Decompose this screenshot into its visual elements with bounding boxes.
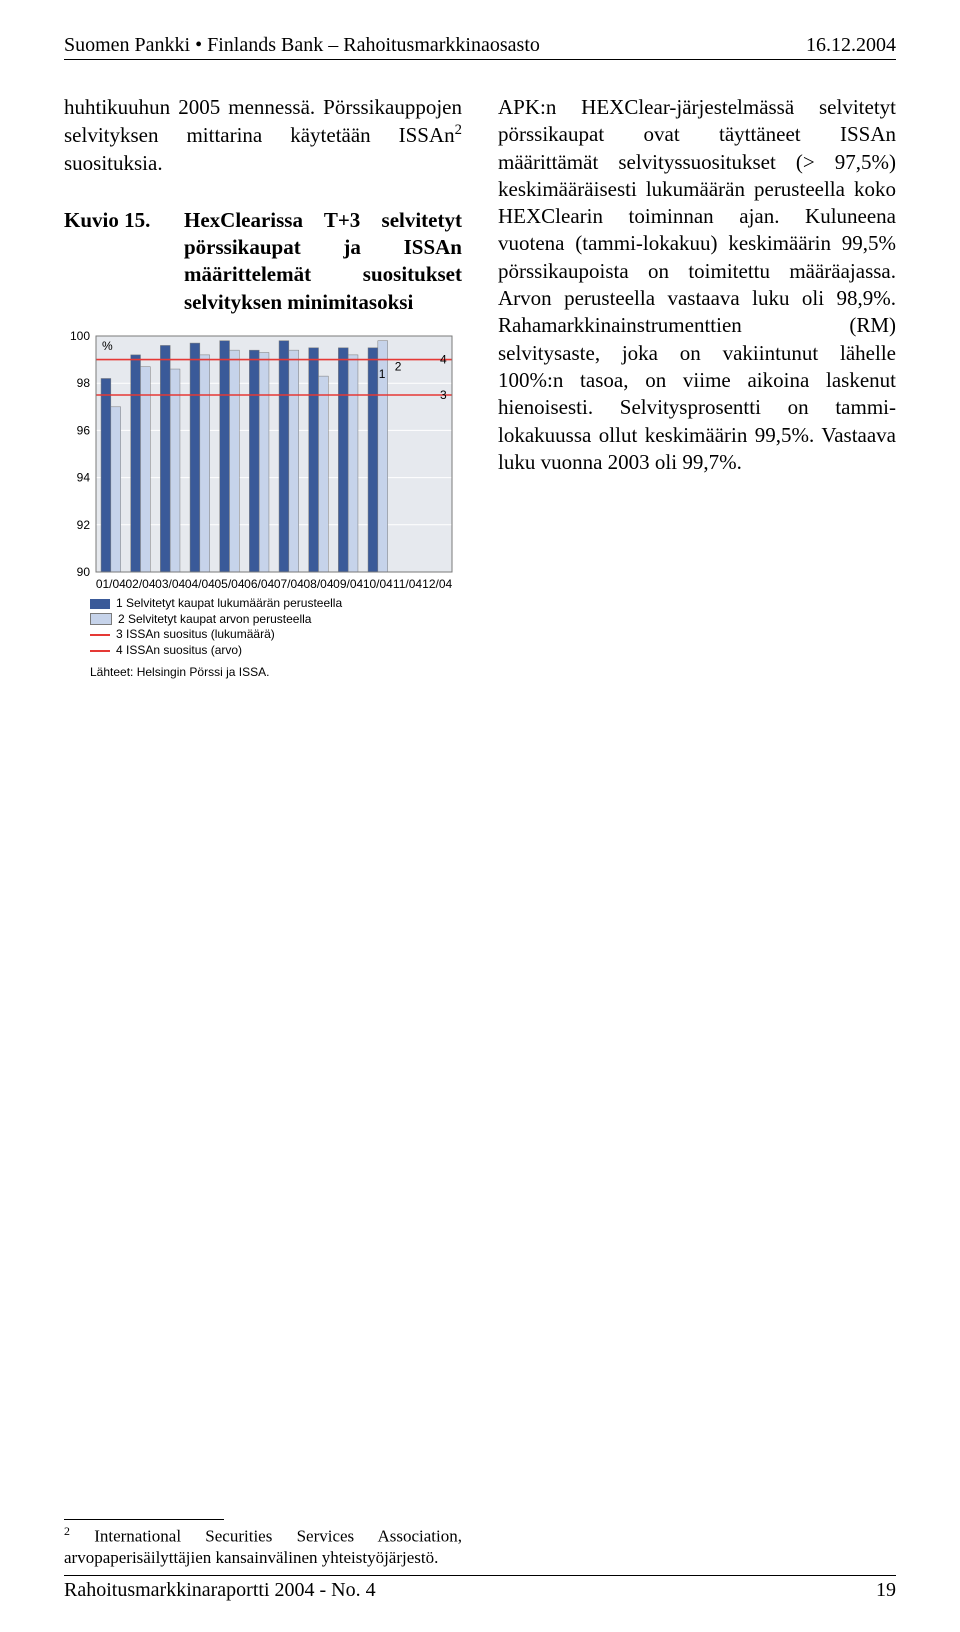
svg-text:%: % xyxy=(102,339,113,353)
svg-text:03/04: 03/04 xyxy=(155,577,185,591)
chart-svg: 9092949698100%01/0402/0403/0404/0405/040… xyxy=(64,322,462,592)
legend-label-2: 2 Selvitetyt kaupat arvon perusteella xyxy=(118,612,311,628)
figure-title: HexClearissa T+3 selvitetyt pörssikaupat… xyxy=(184,207,462,316)
footnote-block: 2 International Securities Services Asso… xyxy=(64,1519,462,1568)
two-columns: huhtikuuhun 2005 mennessä. Pörssikauppoj… xyxy=(64,94,896,681)
svg-text:2: 2 xyxy=(395,360,402,374)
figure-heading: Kuvio 15. HexClearissa T+3 selvitetyt pö… xyxy=(64,207,462,316)
svg-text:1: 1 xyxy=(379,367,386,381)
intro-tail: suosituksia. xyxy=(64,151,163,175)
svg-text:100: 100 xyxy=(70,329,90,343)
svg-text:11/04: 11/04 xyxy=(393,577,422,591)
legend-line-4 xyxy=(90,650,110,652)
svg-text:08/04: 08/04 xyxy=(303,577,333,591)
footnote: 2 International Securities Services Asso… xyxy=(64,1524,462,1568)
legend-label-1: 1 Selvitetyt kaupat lukumäärän perusteel… xyxy=(116,596,342,612)
svg-text:10/04: 10/04 xyxy=(363,577,393,591)
legend-item-4: 4 ISSAn suositus (arvo) xyxy=(90,643,462,659)
footer-right: 19 xyxy=(876,1579,896,1602)
svg-text:09/04: 09/04 xyxy=(333,577,363,591)
svg-text:05/04: 05/04 xyxy=(214,577,244,591)
intro-text: huhtikuuhun 2005 mennessä. Pörssikauppoj… xyxy=(64,95,462,147)
footer-left: Rahoitusmarkkinaraportti 2004 - No. 4 xyxy=(64,1579,376,1602)
svg-text:96: 96 xyxy=(77,423,91,437)
intro-paragraph: huhtikuuhun 2005 mennessä. Pörssikauppoj… xyxy=(64,94,462,177)
svg-text:3: 3 xyxy=(440,388,447,402)
svg-text:04/04: 04/04 xyxy=(185,577,215,591)
footnote-rule xyxy=(64,1519,224,1520)
bar-chart: 9092949698100%01/0402/0403/0404/0405/040… xyxy=(64,322,462,681)
header-left: Suomen Pankki • Finlands Bank – Rahoitus… xyxy=(64,34,540,57)
legend-swatch-2 xyxy=(90,613,112,625)
header-right: 16.12.2004 xyxy=(806,34,896,57)
body-paragraph: APK:n HEXClear-järjestelmässä selvitetyt… xyxy=(498,94,896,476)
footnote-text: International Securities Services Associ… xyxy=(64,1527,462,1567)
legend-swatch-1 xyxy=(90,599,110,609)
left-column: huhtikuuhun 2005 mennessä. Pörssikauppoj… xyxy=(64,94,462,681)
legend-label-4: 4 ISSAn suositus (arvo) xyxy=(116,643,242,659)
svg-text:4: 4 xyxy=(440,353,447,367)
svg-text:02/04: 02/04 xyxy=(125,577,155,591)
figure-label: Kuvio 15. xyxy=(64,207,184,316)
svg-text:98: 98 xyxy=(77,376,91,390)
legend-item-3: 3 ISSAn suositus (lukumäärä) xyxy=(90,627,462,643)
svg-text:94: 94 xyxy=(77,471,91,485)
page-header: Suomen Pankki • Finlands Bank – Rahoitus… xyxy=(64,34,896,60)
svg-text:07/04: 07/04 xyxy=(274,577,304,591)
legend-item-2: 2 Selvitetyt kaupat arvon perusteella xyxy=(90,612,462,628)
svg-text:92: 92 xyxy=(77,518,91,532)
svg-text:90: 90 xyxy=(77,565,91,579)
svg-text:01/04: 01/04 xyxy=(96,577,126,591)
chart-legend: 1 Selvitetyt kaupat lukumäärän perusteel… xyxy=(64,596,462,658)
chart-source: Lähteet: Helsingin Pörssi ja ISSA. xyxy=(64,665,462,681)
svg-text:12/04: 12/04 xyxy=(422,577,452,591)
legend-line-3 xyxy=(90,634,110,636)
legend-item-1: 1 Selvitetyt kaupat lukumäärän perusteel… xyxy=(90,596,462,612)
svg-text:06/04: 06/04 xyxy=(244,577,274,591)
right-column: APK:n HEXClear-järjestelmässä selvitetyt… xyxy=(498,94,896,681)
page-footer: Rahoitusmarkkinaraportti 2004 - No. 4 19 xyxy=(64,1575,896,1602)
legend-label-3: 3 ISSAn suositus (lukumäärä) xyxy=(116,627,275,643)
intro-superscript: 2 xyxy=(455,122,462,138)
